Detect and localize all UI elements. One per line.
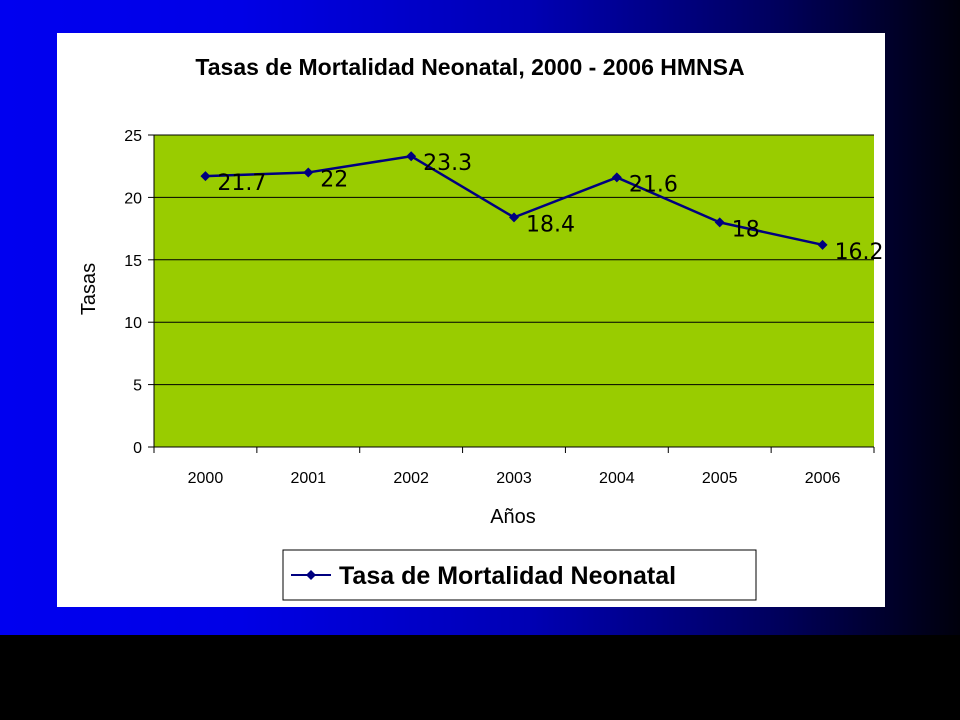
legend-label: Tasa de Mortalidad Neonatal <box>339 562 676 590</box>
y-axis-title: Tasas <box>78 263 100 315</box>
legend-box <box>282 549 757 601</box>
y-tick-label: 25 <box>124 128 142 145</box>
data-point <box>406 151 417 162</box>
x-tick-label: 2001 <box>290 470 326 487</box>
x-tick-label: 2000 <box>188 470 224 487</box>
data-label: 22 <box>320 167 348 192</box>
data-label: 18.4 <box>526 212 575 237</box>
x-tick-label: 2006 <box>805 470 841 487</box>
y-axis-ticks: 0 5 10 15 20 25 <box>124 128 154 457</box>
data-point <box>817 239 828 250</box>
y-tick-label: 0 <box>133 440 142 457</box>
y-tick-label: 20 <box>124 190 142 207</box>
data-point <box>714 217 725 228</box>
gridlines <box>154 134 874 386</box>
data-label: 18 <box>732 217 760 242</box>
legend: Tasa de Mortalidad Neonatal <box>282 549 757 601</box>
legend-diamond-marker <box>306 570 316 580</box>
x-tick-label: 2002 <box>393 470 429 487</box>
x-tick-label: 2004 <box>599 470 635 487</box>
x-tick-label: 2005 <box>702 470 738 487</box>
data-point <box>303 167 314 178</box>
x-axis-title: Años <box>490 506 536 528</box>
data-point <box>611 172 622 183</box>
chart-title: Tasas de Mortalidad Neonatal, 2000 - 200… <box>195 54 744 80</box>
data-label: 23.3 <box>423 151 472 176</box>
x-tick-label: 2003 <box>496 470 532 487</box>
x-axis-ticks: 2000 2001 2002 2003 2004 2005 2006 <box>153 447 875 487</box>
data-label: 21.6 <box>629 172 678 197</box>
data-point <box>509 212 519 223</box>
chart-panel: Tasas de Mortalidad Neonatal, 2000 - 200… <box>57 33 885 607</box>
data-label: 21.7 <box>217 171 266 196</box>
y-tick-label: 10 <box>124 315 142 332</box>
series-neonatal-mortality: 21.7 22 23.3 18.4 21.6 18 16.2 <box>200 151 884 265</box>
data-label: 16.2 <box>835 240 884 265</box>
y-tick-label: 5 <box>133 378 142 395</box>
y-tick-label: 15 <box>124 253 142 270</box>
data-point <box>200 171 211 182</box>
plot-area <box>154 135 874 447</box>
axes <box>153 135 874 448</box>
line-chart: Tasas de Mortalidad Neonatal, 2000 - 200… <box>78 54 884 601</box>
